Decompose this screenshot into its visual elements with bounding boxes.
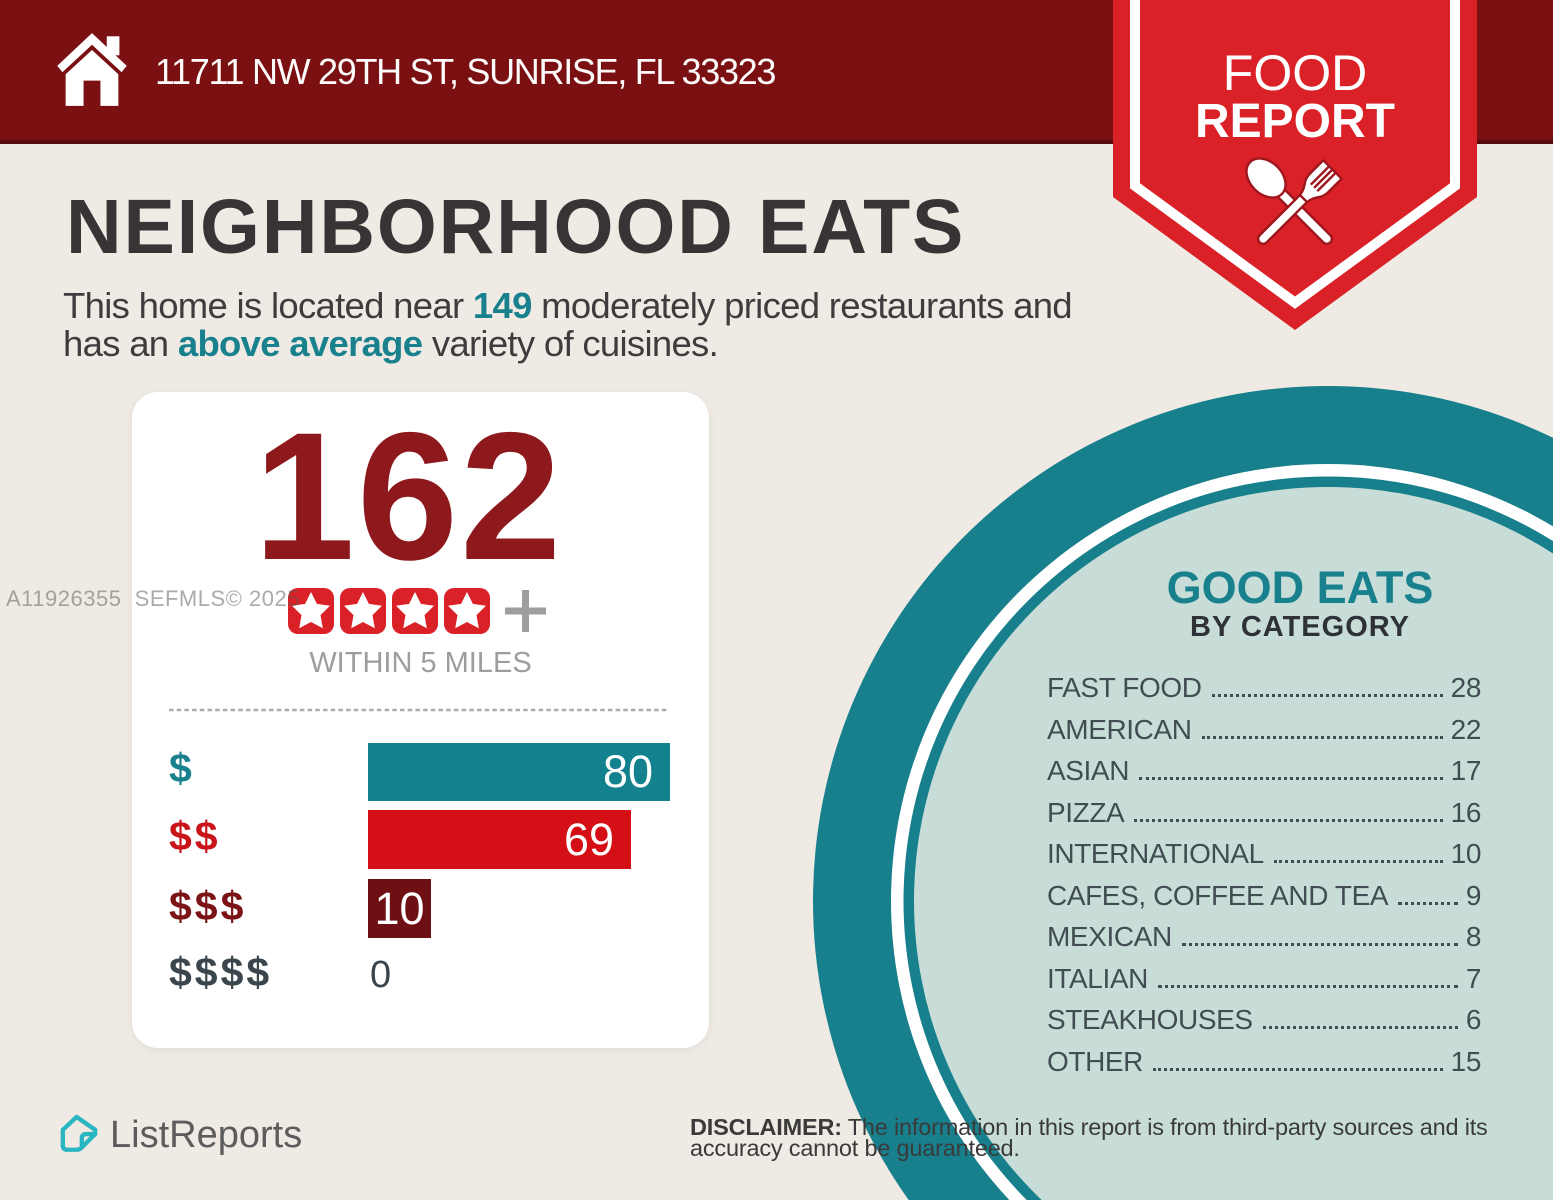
svg-text:FOOD: FOOD — [1223, 45, 1367, 101]
svg-text:REPORT: REPORT — [1195, 95, 1395, 148]
